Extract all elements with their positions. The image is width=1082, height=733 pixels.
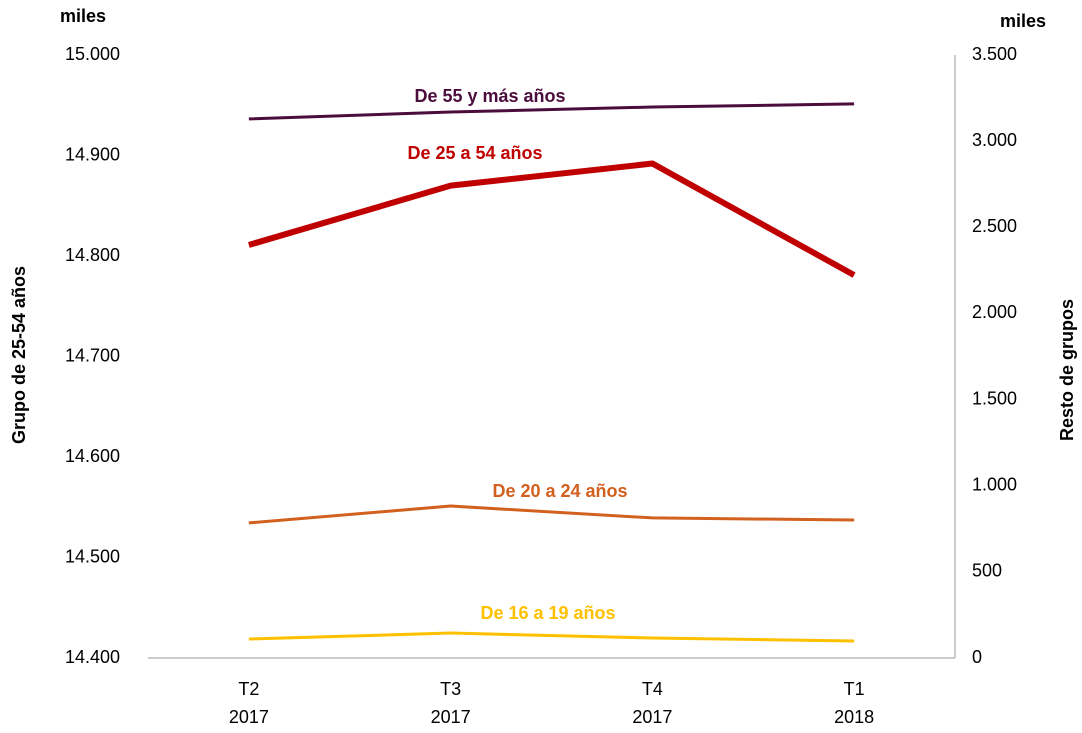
x-tick-label: T4 2017 [632, 679, 672, 727]
series-line [248, 102, 855, 121]
tick-label: 2.500 [972, 216, 1017, 236]
tick-label: 3.500 [972, 44, 1017, 64]
tick-label: 14.900 [65, 144, 120, 164]
series-line [248, 631, 855, 643]
x-tick-label: T2 2017 [229, 679, 269, 727]
series-label: De 16 a 19 años [480, 603, 615, 623]
y2-axis-title: Resto de grupos [1057, 299, 1077, 441]
tick-label: 14.600 [65, 446, 120, 466]
tick-label: 1.000 [972, 474, 1017, 494]
x-tick-label: T3 2017 [431, 679, 471, 727]
series-label: De 20 a 24 años [492, 481, 627, 501]
series-label: De 25 a 54 años [407, 143, 542, 163]
tick-label: 15.000 [65, 44, 120, 64]
y2-unit: miles [1000, 11, 1046, 31]
y-unit: miles [60, 6, 106, 26]
series-label: De 55 y más años [414, 86, 565, 106]
tick-label: 14.700 [65, 345, 120, 365]
x-tick-label: T1 2018 [834, 679, 874, 727]
tick-label: 0 [972, 647, 982, 667]
tick-label: 14.500 [65, 546, 120, 566]
series-line [248, 160, 856, 278]
tick-label: 14.800 [65, 245, 120, 265]
tick-label: 3.000 [972, 130, 1017, 150]
tick-label: 2.000 [972, 302, 1017, 322]
tick-label: 1.500 [972, 388, 1017, 408]
series-line [248, 504, 855, 525]
tick-label: 500 [972, 561, 1002, 581]
y-axis-title: Grupo de 25-54 años [9, 266, 29, 444]
tick-label: 14.400 [65, 647, 120, 667]
